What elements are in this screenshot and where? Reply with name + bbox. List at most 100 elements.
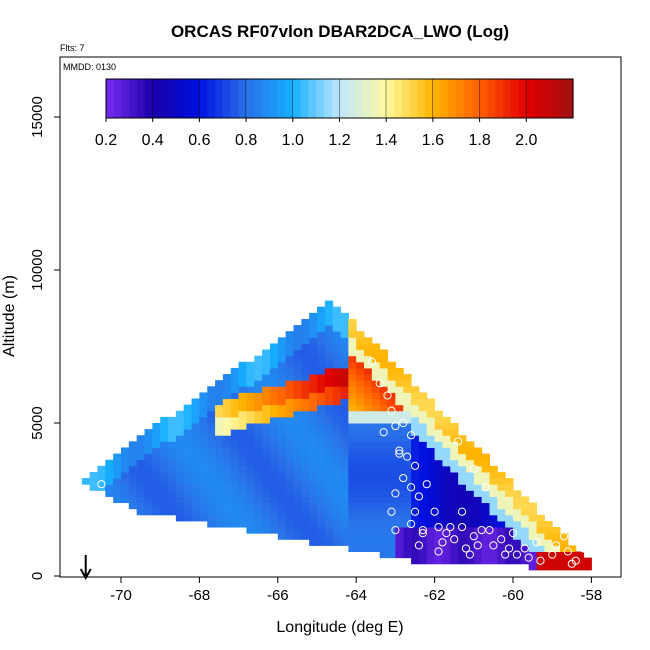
heatmap-cell bbox=[356, 331, 365, 338]
heatmap-cell bbox=[403, 551, 412, 559]
heatmap-cell bbox=[238, 374, 247, 381]
heatmap-cell bbox=[324, 429, 334, 436]
heatmap-cell bbox=[395, 490, 404, 497]
heatmap-cell bbox=[371, 392, 381, 400]
chart-title: ORCAS RF07vlon DBAR2DCA_LWO (Log) bbox=[171, 22, 509, 41]
sample-circle bbox=[418, 529, 427, 538]
heatmap-cell bbox=[230, 508, 240, 516]
heatmap-cell bbox=[364, 527, 373, 534]
heatmap-cell bbox=[160, 465, 169, 473]
heatmap-cell bbox=[544, 563, 553, 571]
heatmap-cell bbox=[364, 410, 373, 418]
heatmap-cell bbox=[434, 416, 443, 424]
heatmap-cell bbox=[434, 496, 443, 504]
sample-circle bbox=[387, 406, 396, 415]
heatmap-cell bbox=[215, 392, 224, 400]
heatmap-cell bbox=[348, 471, 357, 479]
heatmap-cell bbox=[411, 416, 420, 424]
heatmap-cell bbox=[97, 465, 106, 473]
heatmap-cell bbox=[332, 533, 342, 540]
heatmap-cell bbox=[230, 447, 240, 455]
heatmap-cell bbox=[121, 496, 130, 504]
heatmap-cell bbox=[387, 361, 396, 369]
heatmap-cell bbox=[136, 471, 146, 479]
heatmap-cell bbox=[379, 416, 389, 424]
heatmap-cell bbox=[473, 533, 483, 540]
heatmap-cell bbox=[262, 465, 271, 473]
heatmap-cell bbox=[426, 416, 436, 424]
sample-circle bbox=[524, 553, 533, 562]
heatmap-cell bbox=[246, 410, 255, 418]
heatmap-cell bbox=[411, 392, 420, 400]
heatmap-cell bbox=[238, 441, 247, 448]
heatmap-cell bbox=[528, 557, 538, 565]
sample-circle bbox=[481, 483, 490, 492]
heatmap-cell bbox=[301, 484, 310, 491]
heatmap-cell bbox=[230, 374, 240, 381]
heatmap-cell bbox=[301, 435, 310, 442]
heatmap-cell bbox=[403, 404, 412, 412]
heatmap-cell bbox=[269, 367, 279, 375]
heatmap-cell bbox=[183, 496, 193, 504]
heatmap-cell bbox=[528, 508, 538, 516]
heatmap-cell bbox=[340, 459, 349, 467]
heatmap-cell bbox=[505, 551, 514, 559]
heatmap-cell bbox=[356, 478, 365, 485]
heatmap-cell bbox=[371, 410, 381, 418]
heatmap-cell bbox=[411, 386, 420, 393]
heatmap-cell bbox=[262, 490, 271, 497]
heatmap-cell bbox=[356, 380, 365, 387]
heatmap-cell bbox=[340, 343, 349, 351]
heatmap-cell bbox=[442, 557, 451, 565]
heatmap-cells bbox=[81, 300, 592, 571]
heatmap-cell bbox=[403, 496, 412, 504]
heatmap-cell bbox=[222, 502, 232, 510]
heatmap-cell bbox=[168, 435, 177, 442]
heatmap-cell bbox=[324, 312, 334, 320]
heatmap-cell bbox=[293, 367, 302, 375]
heatmap-cell bbox=[293, 484, 302, 491]
heatmap-cell bbox=[191, 496, 200, 504]
heatmap-cell bbox=[426, 502, 436, 510]
heatmap-cell bbox=[364, 447, 373, 455]
sample-circle bbox=[489, 541, 498, 550]
heatmap-cell bbox=[285, 337, 294, 344]
colorbar-swatch bbox=[253, 79, 263, 118]
heatmap-cell bbox=[152, 459, 161, 467]
heatmap-cell bbox=[324, 374, 334, 381]
x-tick-label: -70 bbox=[110, 587, 132, 604]
heatmap-cell bbox=[324, 367, 334, 375]
heatmap-cell bbox=[528, 520, 538, 528]
heatmap-cell bbox=[520, 539, 530, 546]
heatmap-cell bbox=[411, 410, 420, 418]
heatmap-cell bbox=[340, 398, 349, 406]
heatmap-cell bbox=[364, 533, 373, 540]
heatmap-cell bbox=[317, 539, 326, 546]
y-tick-label: 5000 bbox=[29, 406, 46, 439]
heatmap-cell bbox=[183, 514, 193, 522]
heatmap-cell bbox=[536, 563, 545, 571]
colorbar-swatch bbox=[292, 79, 302, 118]
heatmap-cell bbox=[379, 508, 389, 516]
heatmap-cell bbox=[222, 435, 232, 442]
heatmap-cell bbox=[246, 496, 255, 504]
heatmap-cell bbox=[395, 527, 404, 534]
heatmap-cell bbox=[121, 490, 130, 497]
heatmap-cell bbox=[418, 465, 428, 473]
heatmap-cell bbox=[458, 478, 467, 485]
heatmap-cell bbox=[175, 441, 185, 448]
heatmap-cell bbox=[301, 459, 310, 467]
heatmap-cell bbox=[458, 502, 467, 510]
heatmap-cell bbox=[364, 545, 373, 553]
heatmap-cell bbox=[317, 416, 326, 424]
heatmap-cell bbox=[285, 331, 294, 338]
heatmap-cell bbox=[481, 545, 490, 553]
heatmap-cell bbox=[285, 514, 294, 522]
heatmap-cell bbox=[324, 410, 334, 418]
heatmap-cell bbox=[293, 398, 302, 406]
heatmap-cell bbox=[262, 441, 271, 448]
heatmap-cell bbox=[403, 380, 412, 387]
heatmap-cell bbox=[222, 374, 232, 381]
heatmap-cell bbox=[356, 361, 365, 369]
heatmap-cell bbox=[489, 533, 498, 540]
